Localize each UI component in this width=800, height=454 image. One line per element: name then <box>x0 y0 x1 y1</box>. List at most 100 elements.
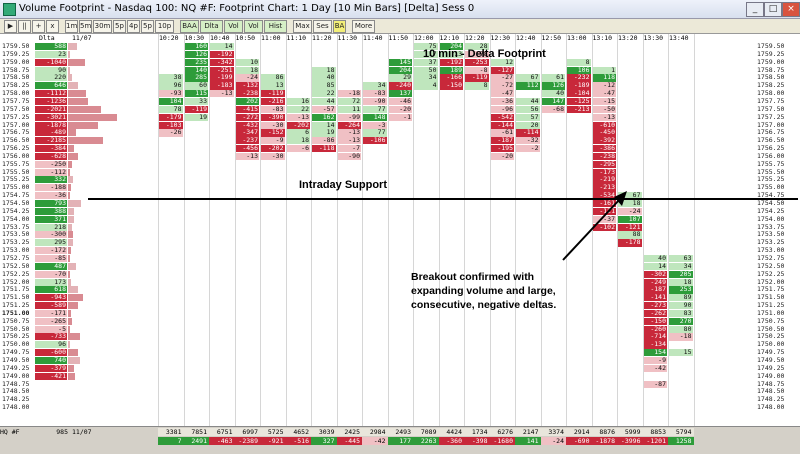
footprint-cell[interactable]: -192 <box>210 50 234 59</box>
footprint-cell[interactable]: -13 <box>337 137 361 145</box>
footprint-cell[interactable]: 72 <box>337 97 361 106</box>
footprint-cell[interactable]: -2 <box>516 144 540 153</box>
footprint-cell[interactable]: 145 <box>388 58 412 66</box>
footprint-cell[interactable]: 77 <box>363 129 387 137</box>
footprint-cell[interactable]: 147 <box>541 97 565 106</box>
footprint-cell[interactable]: -125 <box>567 97 591 106</box>
toolbar-button[interactable]: Vol <box>244 20 263 33</box>
footprint-cell[interactable]: -93 <box>159 89 183 98</box>
footprint-cell[interactable]: 270 <box>669 317 693 326</box>
footprint-cell[interactable]: 63 <box>669 254 693 263</box>
footprint-cell[interactable]: -202 <box>286 121 310 129</box>
footprint-cell[interactable]: -1 <box>388 113 412 121</box>
footprint-cell[interactable]: -392 <box>592 137 616 145</box>
footprint-cell[interactable]: -12 <box>592 82 616 90</box>
footprint-cell[interactable]: 57 <box>516 113 540 121</box>
footprint-cell[interactable]: 85 <box>312 82 336 90</box>
footprint-cell[interactable]: 107 <box>618 215 642 223</box>
footprint-cell[interactable]: 60 <box>184 82 208 90</box>
footprint-cell[interactable]: -104 <box>567 89 591 98</box>
footprint-cell[interactable]: -8 <box>465 66 489 74</box>
footprint-cell[interactable]: -183 <box>210 82 234 90</box>
footprint-cell[interactable]: -83 <box>363 89 387 98</box>
footprint-cell[interactable]: -86 <box>312 137 336 145</box>
footprint-cell[interactable]: -178 <box>618 239 642 247</box>
footprint-cell[interactable]: 44 <box>312 97 336 106</box>
footprint-cell[interactable]: 96 <box>159 82 183 90</box>
footprint-cell[interactable]: 88 <box>618 231 642 239</box>
footprint-cell[interactable]: -7 <box>337 144 361 153</box>
footprint-cell[interactable]: -46 <box>388 97 412 106</box>
footprint-cell[interactable]: 104 <box>159 97 183 106</box>
footprint-cell[interactable]: 285 <box>184 74 208 82</box>
footprint-cell[interactable]: -9 <box>261 137 285 145</box>
footprint-cell[interactable]: -295 <box>592 160 616 169</box>
footprint-cell[interactable]: -13 <box>337 129 361 137</box>
footprint-cell[interactable]: 33 <box>184 97 208 106</box>
footprint-cell[interactable]: -202 <box>261 144 285 153</box>
footprint-cell[interactable]: -99 <box>337 113 361 121</box>
toolbar-button[interactable]: + <box>32 20 45 33</box>
footprint-cell[interactable]: -179 <box>159 113 183 121</box>
footprint-cell[interactable]: -47 <box>490 89 514 98</box>
footprint-cell[interactable]: -166 <box>439 74 463 82</box>
footprint-cell[interactable]: -187 <box>490 137 514 145</box>
footprint-cell[interactable]: -83 <box>261 105 285 114</box>
footprint-cell[interactable]: -3 <box>363 121 387 129</box>
footprint-cell[interactable]: -37 <box>592 215 616 223</box>
footprint-cell[interactable]: 118 <box>592 74 616 82</box>
toolbar-button[interactable]: || <box>18 20 31 33</box>
footprint-cell[interactable]: 89 <box>669 294 693 302</box>
footprint-cell[interactable]: -87 <box>643 380 667 388</box>
footprint-cell[interactable]: -102 <box>592 223 616 231</box>
footprint-cell[interactable]: 16 <box>286 97 310 106</box>
footprint-cell[interactable]: 75 <box>414 42 438 51</box>
footprint-cell[interactable]: 40 <box>312 74 336 82</box>
footprint-cell[interactable]: 10 <box>235 58 259 66</box>
footprint-cell[interactable]: 50 <box>414 66 438 74</box>
footprint-cell[interactable]: -273 <box>643 301 667 310</box>
toolbar-button[interactable]: 5p <box>113 20 126 33</box>
footprint-cell[interactable]: 44 <box>516 97 540 106</box>
footprint-cell[interactable]: 86 <box>261 74 285 82</box>
footprint-cell[interactable]: -106 <box>363 137 387 145</box>
footprint-cell[interactable]: 140 <box>184 66 208 74</box>
footprint-cell[interactable]: -232 <box>567 74 591 82</box>
footprint-cell[interactable]: -13 <box>210 89 234 98</box>
maximize-button[interactable]: □ <box>764 2 782 17</box>
footprint-cell[interactable]: 18 <box>669 278 693 286</box>
footprint-cell[interactable]: -714 <box>643 333 667 341</box>
footprint-cell[interactable]: -187 <box>643 286 667 294</box>
footprint-cell[interactable]: 14 <box>210 42 234 51</box>
footprint-cell[interactable]: -72 <box>490 82 514 90</box>
footprint-cell[interactable]: -219 <box>592 176 616 184</box>
footprint-cell[interactable]: 115 <box>184 89 208 98</box>
footprint-cell[interactable]: 29 <box>388 74 412 82</box>
footprint-cell[interactable]: -415 <box>235 105 259 114</box>
toolbar-button[interactable]: BA <box>333 20 346 33</box>
footprint-cell[interactable]: -119 <box>465 74 489 82</box>
footprint-cell[interactable]: -121 <box>592 207 616 216</box>
toolbar-button[interactable]: 4p <box>127 20 140 33</box>
footprint-cell[interactable]: -262 <box>643 309 667 318</box>
footprint-cell[interactable]: 202 <box>235 97 259 106</box>
footprint-cell[interactable]: 253 <box>669 286 693 294</box>
footprint-cell[interactable]: -42 <box>643 364 667 373</box>
footprint-cell[interactable]: 148 <box>363 113 387 121</box>
footprint-cell[interactable]: 19 <box>184 113 208 121</box>
toolbar-button[interactable]: Dlta <box>200 20 223 33</box>
footprint-cell[interactable]: -195 <box>490 144 514 153</box>
footprint-cell[interactable]: 162 <box>312 113 336 121</box>
footprint-cell[interactable]: -189 <box>567 82 591 90</box>
footprint-cell[interactable]: 56 <box>516 105 540 114</box>
footprint-cell[interactable]: -118 <box>312 144 336 153</box>
footprint-cell[interactable]: -50 <box>592 105 616 114</box>
toolbar-button[interactable]: More <box>352 20 375 33</box>
footprint-cell[interactable]: -542 <box>490 113 514 121</box>
footprint-cell[interactable]: -121 <box>618 223 642 231</box>
footprint-cell[interactable]: -386 <box>592 144 616 153</box>
footprint-cell[interactable]: 78 <box>159 105 183 114</box>
footprint-cell[interactable]: 17 <box>414 50 438 59</box>
footprint-cell[interactable]: 61 <box>541 74 565 82</box>
footprint-chart[interactable]: Dlta 11/07 10:20 10:30 10:40 10:50 11:00 11:1… <box>0 34 800 426</box>
